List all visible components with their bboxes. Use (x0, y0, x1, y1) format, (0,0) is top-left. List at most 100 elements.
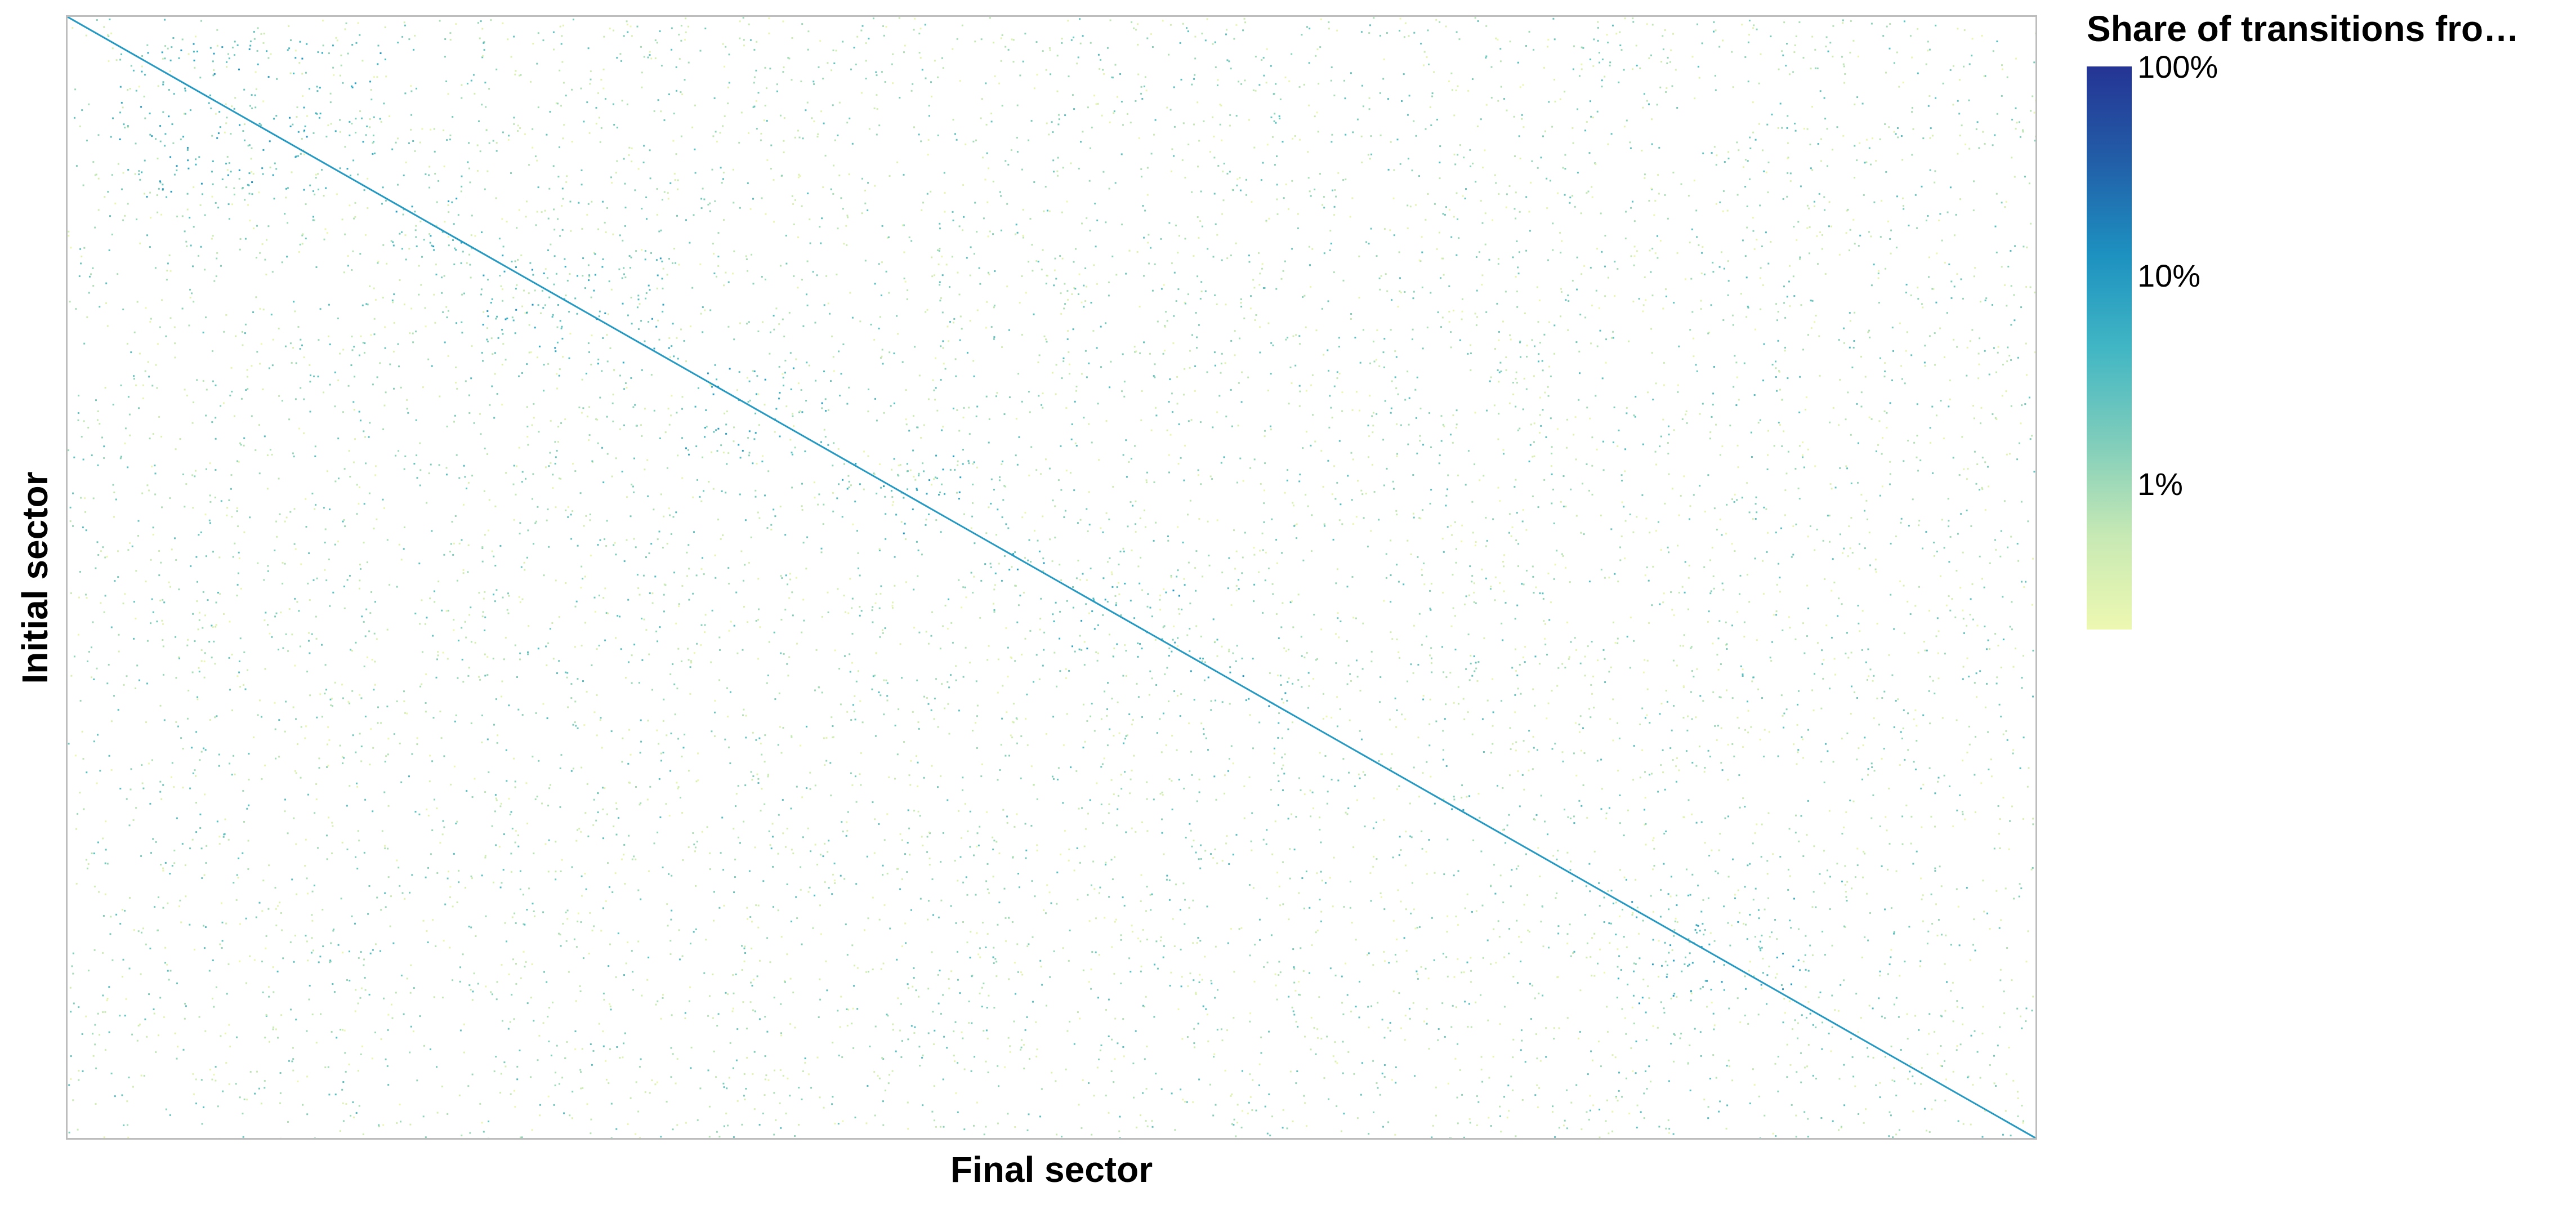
heatmap-cell (952, 641, 954, 644)
heatmap-cell (1587, 645, 1589, 648)
heatmap-cell (1075, 390, 1077, 392)
heatmap-cell (1091, 1133, 1093, 1136)
heatmap-cell (1435, 1114, 1437, 1117)
heatmap-cell (547, 363, 550, 365)
heatmap-cell (140, 855, 142, 857)
heatmap-cell (503, 658, 505, 660)
heatmap-cell (690, 1046, 693, 1048)
heatmap-cell (658, 338, 660, 341)
heatmap-cell (972, 140, 975, 142)
heatmap-cell (1277, 774, 1279, 776)
heatmap-cell (1825, 36, 1828, 38)
heatmap-cell (1516, 920, 1518, 922)
heatmap-cell (332, 591, 334, 593)
heatmap-cell (1980, 407, 1983, 409)
heatmap-cell (271, 271, 274, 273)
heatmap-cell (1464, 198, 1466, 199)
heatmap-cell (1205, 737, 1207, 739)
heatmap-cell (533, 853, 535, 855)
heatmap-cell (722, 534, 724, 537)
heatmap-cell (1532, 496, 1534, 497)
heatmap-cell (883, 839, 886, 841)
heatmap-cell (435, 225, 437, 227)
heatmap-cell (1604, 577, 1606, 579)
heatmap-cell (1414, 927, 1417, 930)
heatmap-cell (1022, 209, 1024, 211)
heatmap-cell (660, 1136, 662, 1138)
heatmap-cell (558, 477, 560, 480)
heatmap-cell (907, 983, 909, 985)
heatmap-cell (1940, 885, 1943, 887)
heatmap-cell (1755, 496, 1757, 498)
heatmap-cell (937, 76, 939, 78)
heatmap-cell (1646, 100, 1648, 102)
heatmap-cell (1394, 697, 1396, 699)
heatmap-cell (1766, 860, 1769, 862)
heatmap-cell (1390, 407, 1392, 409)
heatmap-cell (1606, 1006, 1608, 1008)
heatmap-cell (819, 226, 821, 228)
heatmap-cell (750, 771, 752, 773)
heatmap-cell (1236, 1122, 1238, 1124)
heatmap-cell (832, 49, 834, 51)
heatmap-cell (2004, 206, 2006, 208)
heatmap-cell (236, 510, 238, 512)
heatmap-cell (1812, 709, 1815, 712)
heatmap-cell (1610, 337, 1613, 339)
heatmap-cell (1901, 738, 1903, 739)
heatmap-cell (1292, 502, 1294, 504)
heatmap-cell (1064, 510, 1066, 512)
heatmap-cell (1397, 306, 1399, 308)
heatmap-cell (1133, 1096, 1135, 1099)
heatmap-cell (519, 74, 520, 77)
heatmap-cell (462, 569, 465, 571)
heatmap-cell (580, 831, 582, 833)
heatmap-cell (465, 380, 467, 382)
heatmap-cell (2001, 95, 2003, 97)
heatmap-cell (645, 292, 648, 294)
heatmap-cell (904, 853, 906, 855)
heatmap-cell (1100, 527, 1102, 529)
heatmap-cell (1558, 1127, 1560, 1129)
heatmap-cell (743, 820, 745, 823)
heatmap-cell (1713, 146, 1716, 148)
heatmap-cell (864, 202, 867, 204)
heatmap-cell (1787, 377, 1789, 380)
heatmap-cell (610, 1137, 613, 1138)
heatmap-cell (1442, 423, 1444, 426)
heatmap-cell (285, 516, 288, 519)
heatmap-cell (122, 106, 124, 109)
heatmap-cell (1011, 566, 1013, 568)
heatmap-cell (325, 579, 328, 582)
heatmap-cell (1957, 100, 1959, 102)
heatmap-cell (573, 767, 574, 770)
heatmap-cell (403, 1013, 405, 1015)
heatmap-cell (488, 771, 490, 773)
heatmap-cell (1531, 339, 1533, 341)
heatmap-cell (1453, 216, 1455, 218)
heatmap-cell (1008, 755, 1010, 757)
heatmap-cell (962, 586, 965, 588)
heatmap-cell (1651, 773, 1653, 775)
heatmap-cell (1379, 92, 1381, 94)
heatmap-cell (1862, 876, 1864, 878)
heatmap-cell (1536, 1084, 1538, 1086)
heatmap-cell (1358, 255, 1360, 257)
heatmap-cell (324, 228, 327, 230)
heatmap-cell (1472, 162, 1474, 164)
heatmap-cell (1932, 135, 1934, 137)
heatmap-cell (1311, 374, 1314, 376)
heatmap-cell (381, 203, 383, 205)
heatmap-cell (1914, 1015, 1917, 1017)
heatmap-cell (1556, 550, 1558, 552)
heatmap-cell (481, 1122, 483, 1124)
heatmap-cell (1662, 771, 1664, 774)
heatmap-cell (2017, 356, 2019, 359)
heatmap-cell (353, 217, 355, 220)
heatmap-cell (1175, 224, 1177, 226)
heatmap-cell (915, 989, 917, 992)
heatmap-cell (1358, 1016, 1360, 1019)
heatmap-cell (1064, 283, 1066, 285)
heatmap-cell (93, 679, 95, 680)
heatmap-cell (1906, 331, 1908, 333)
